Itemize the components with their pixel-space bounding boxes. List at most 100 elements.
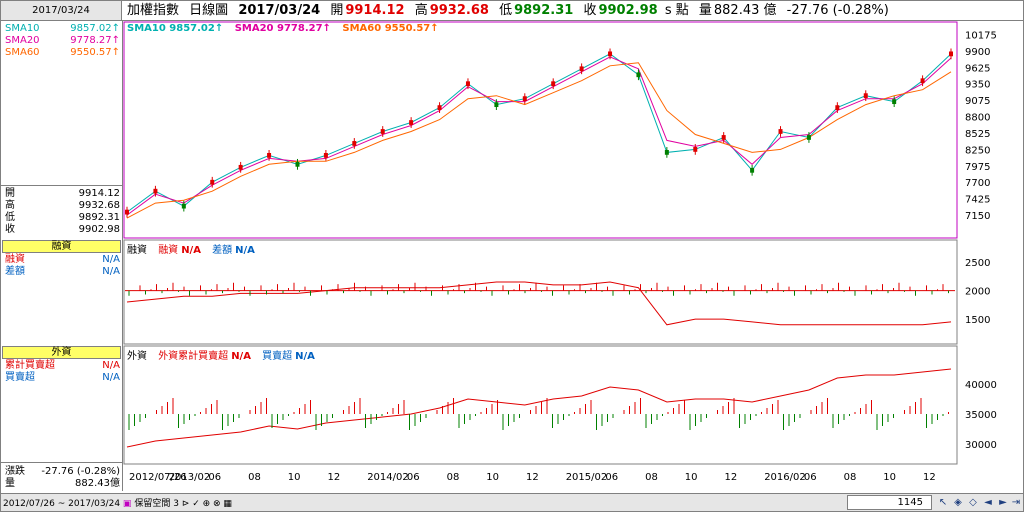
foreign-cum-value: N/A: [102, 360, 120, 371]
cursor-icon[interactable]: ↖: [938, 497, 948, 508]
margin-chart[interactable]: 2500 2000 1500: [123, 239, 1023, 345]
x-tick-label: 12: [725, 472, 738, 483]
zoom-in-icon[interactable]: ◈: [954, 497, 962, 508]
series-line-SMA60: [126, 62, 952, 219]
candle-body: [153, 188, 158, 194]
margin-row: 融資 N/A: [3, 254, 120, 266]
x-tick-label: 10: [883, 472, 896, 483]
scroll-end-icon[interactable]: ⇥: [1011, 497, 1021, 508]
candle-body: [892, 99, 897, 105]
ohlc-low-value: 9892.31: [78, 212, 120, 223]
x-tick-label: 06: [407, 472, 420, 483]
margin-diff-label: 差額: [5, 266, 25, 277]
scroll-left-icon[interactable]: ◄: [984, 497, 992, 508]
volume-label: 量: [698, 3, 712, 18]
margin-pane[interactable]: 2500 2000 1500 融資 融資 N/A 差額 N/A: [123, 239, 1023, 345]
legend-sma10: SMA10 9857.02↑: [127, 23, 224, 34]
y-tick-label: 8800: [965, 113, 990, 124]
x-tick-label: 08: [248, 472, 261, 483]
x-tick-label: 10: [288, 472, 301, 483]
series-line-融資: [126, 281, 952, 326]
bar-count-field[interactable]: 1145: [847, 495, 932, 510]
foreign-pane[interactable]: 40000 35000 30000 外資 外資累計買賣超 N/A 買賣超 N/A: [123, 345, 1023, 465]
range-start[interactable]: 2012/07/26: [3, 499, 55, 509]
period-label: 日線圖: [189, 3, 229, 18]
legend-sma60: SMA60 9550.57↑: [342, 23, 439, 34]
scroll-right-icon[interactable]: ►: [999, 497, 1007, 508]
ohlc-high-value: 9932.68: [78, 200, 120, 211]
ohlc-close-value: 9902.98: [78, 224, 120, 235]
divider: [1, 462, 122, 463]
margin-legend: 融資 融資 N/A 差額 N/A: [127, 241, 263, 256]
save-space-value[interactable]: 3: [173, 499, 179, 509]
x-tick-label: 12: [328, 472, 341, 483]
candle-body: [551, 81, 556, 87]
chart-area[interactable]: 10175 9900 9625 9350 9075 8800 8525 8250 7975 770…: [123, 21, 1023, 483]
foreign-net-label: 買賣超: [5, 372, 35, 383]
zoom-out-icon[interactable]: ◇: [969, 497, 977, 508]
quote-header: 2017/03/24 加權指數 日線圖 2017/03/24 開 9914.12 …: [1, 1, 1023, 21]
margin-legend-a-value: N/A: [181, 245, 201, 256]
price-chart[interactable]: 10175 9900 9625 9350 9075 8800 8525 8250 7975 770…: [123, 21, 1023, 239]
candle-body: [267, 152, 272, 158]
candle-body: [238, 164, 243, 170]
range-end[interactable]: 2017/03/24: [68, 499, 121, 509]
y-tick-label: 7975: [965, 162, 990, 173]
margin-legend-b-label: 差額: [212, 245, 233, 256]
x-tick-label: 2013/02: [169, 472, 211, 483]
change-value-left: -27.76 (-0.28%): [41, 466, 120, 477]
sma10-label: SMA10: [5, 23, 40, 34]
price-legend: SMA10 9857.02↑ SMA20 9778.27↑ SMA60 9550…: [127, 23, 447, 34]
margin-legend-b-value: N/A: [235, 245, 255, 256]
volume-value-left: 882.43億: [75, 478, 120, 489]
x-tick-label: 08: [645, 472, 658, 483]
open-row: 開 9914.12: [3, 188, 120, 200]
foreign-legend-a-value: N/A: [231, 351, 251, 362]
y-tick-label: 9075: [965, 96, 990, 107]
margin-diff-value: N/A: [102, 266, 120, 277]
foreign-legend-title: 外資: [127, 351, 147, 362]
candle-body: [806, 135, 811, 140]
x-tick-label: 06: [804, 472, 817, 483]
x-tick-label: 08: [447, 472, 460, 483]
candle-body: [380, 129, 385, 134]
candle-body: [295, 161, 300, 167]
candle-body: [693, 147, 698, 152]
ohlc-open-label: 開: [5, 188, 15, 199]
foreign-section-title[interactable]: 外資: [2, 346, 121, 359]
candle-body: [949, 51, 953, 57]
y-tick-label: 40000: [965, 380, 997, 391]
change-row: 漲跌 -27.76 (-0.28%): [3, 466, 120, 478]
candle-body: [125, 209, 129, 215]
high-row: 高 9932.68: [3, 200, 120, 212]
volume-row: 量 882.43億: [3, 478, 120, 490]
candle-body: [409, 120, 414, 125]
candle-body: [323, 152, 328, 158]
low-label: 低: [499, 3, 513, 18]
candle-body: [352, 141, 357, 146]
save-space-icon[interactable]: ▣: [122, 499, 132, 509]
save-space-toggle-icon[interactable]: ⊳ ✓ ⊕ ⊗ ▦: [181, 499, 232, 509]
foreign-cum-label: 累計買賣超: [5, 360, 55, 371]
high-value: 9932.68: [429, 3, 489, 18]
margin-section-title[interactable]: 融資: [2, 240, 121, 253]
foreign-chart[interactable]: 40000 35000 30000: [123, 345, 1023, 465]
close-value: 9902.98: [598, 3, 658, 18]
sma60-label: SMA60: [5, 47, 40, 58]
margin-value: N/A: [102, 254, 120, 265]
close-row: 收 9902.98: [3, 224, 120, 236]
divider: [1, 185, 122, 186]
ohlc-close-label: 收: [5, 224, 15, 235]
foreign-net-row: 買賣超 N/A: [3, 372, 120, 384]
candle-body: [863, 93, 868, 99]
price-pane[interactable]: 10175 9900 9625 9350 9075 8800 8525 8250 7975 770…: [123, 21, 1023, 239]
margin-diff-row: 差額 N/A: [3, 266, 120, 278]
candle-body: [181, 203, 186, 209]
low-row: 低 9892.31: [3, 212, 120, 224]
plot-frame: [123, 21, 958, 239]
candle-body: [721, 135, 726, 140]
plot-frame: [123, 239, 958, 345]
x-tick-label: 12: [526, 472, 539, 483]
